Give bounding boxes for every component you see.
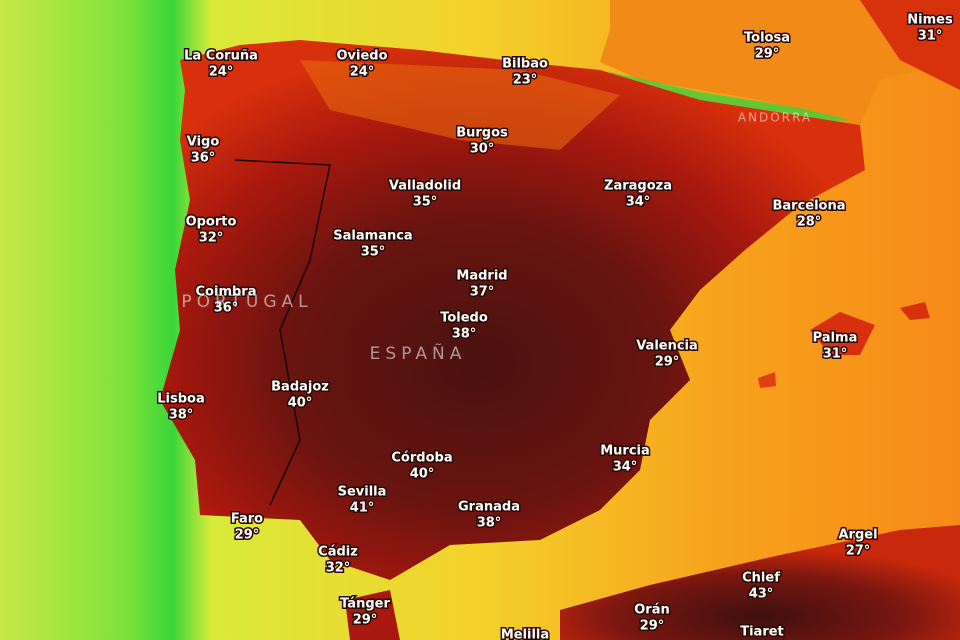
- city-temp: 40°: [410, 467, 435, 482]
- city-name: Bilbao: [502, 57, 548, 72]
- city-name: Toledo: [440, 311, 488, 326]
- region-label: ESPAÑA: [370, 342, 467, 364]
- region-label: PORTUGAL: [181, 292, 312, 312]
- city-name: La Coruña: [184, 49, 258, 64]
- city-name: Coimbra: [196, 285, 257, 300]
- city-name: Granada: [458, 500, 520, 515]
- city-temp: 32°: [199, 231, 224, 246]
- mallorca: [810, 312, 875, 355]
- city-temp: 29°: [640, 619, 665, 634]
- africa: [560, 525, 960, 640]
- city-temp: 27°: [846, 544, 871, 559]
- city-temp: 31°: [918, 29, 943, 44]
- city-name: Chlef: [742, 571, 780, 586]
- city-temp: 24°: [350, 65, 375, 80]
- region-label: ANDORRA: [738, 111, 812, 125]
- city-temp: 29°: [235, 528, 260, 543]
- city-name: Zaragoza: [604, 179, 672, 194]
- city-temp: 28°: [797, 215, 822, 230]
- city-name: Sevilla: [338, 485, 387, 500]
- pyrenees: [610, 72, 850, 125]
- city-temp: 35°: [361, 245, 386, 260]
- city-temp: 41°: [350, 501, 375, 516]
- city-name: Barcelona: [772, 199, 845, 214]
- city-temp: 31°: [823, 347, 848, 362]
- city-temp: 36°: [214, 301, 239, 316]
- city-name: Cádiz: [318, 545, 358, 560]
- city-temp: 32°: [326, 561, 351, 576]
- city-temp: 24°: [209, 65, 234, 80]
- city-name: Valladolid: [389, 179, 461, 194]
- city-temp: 29°: [655, 355, 680, 370]
- city-temp: 40°: [288, 396, 313, 411]
- city-temp: 34°: [626, 195, 651, 210]
- city-name: Orán: [634, 603, 670, 618]
- city-name: Palma: [813, 331, 858, 346]
- city-name: Burgos: [456, 126, 508, 141]
- city-name: Madrid: [456, 269, 507, 284]
- city-temp: 29°: [755, 47, 780, 62]
- city-temp: 38°: [477, 516, 502, 531]
- border: [234, 159, 331, 506]
- city-name: Melilla: [501, 628, 549, 640]
- city-temp: 30°: [470, 142, 495, 157]
- city-name: Lisboa: [157, 392, 205, 407]
- city-name: Nimes: [907, 13, 953, 28]
- menorca: [900, 302, 930, 320]
- city-name: Oporto: [186, 215, 237, 230]
- labels: La Coruña24°Oviedo24°Bilbao23°Tolosa29°N…: [156, 11, 955, 640]
- city-name: Badajoz: [271, 380, 329, 395]
- france: [600, 0, 960, 125]
- city-temp: 38°: [169, 408, 194, 423]
- north-coast: [300, 60, 620, 150]
- city-name: Salamanca: [333, 229, 412, 244]
- ibiza: [758, 372, 776, 388]
- city-temp: 23°: [513, 73, 538, 88]
- iberia: [160, 40, 865, 580]
- city-temp: 38°: [452, 327, 477, 342]
- city-temp: 43°: [749, 587, 774, 602]
- city-name: Tiaret: [740, 625, 784, 640]
- city-name: Córdoba: [391, 451, 452, 466]
- city-temp: 36°: [191, 151, 216, 166]
- city-name: Murcia: [600, 444, 650, 459]
- city-temp: 29°: [353, 613, 378, 628]
- city-name: Argel: [838, 528, 877, 543]
- city-temp: 37°: [470, 285, 495, 300]
- city-name: Tánger: [340, 597, 390, 612]
- city-name: Valencia: [636, 339, 698, 354]
- morocco: [345, 590, 400, 640]
- city-name: Oviedo: [336, 49, 387, 64]
- city-temp: 34°: [613, 460, 638, 475]
- city-name: Faro: [231, 512, 263, 527]
- city-temp: 35°: [413, 195, 438, 210]
- city-name: Vigo: [187, 135, 220, 150]
- france-south: [860, 0, 960, 90]
- city-name: Tolosa: [744, 31, 790, 46]
